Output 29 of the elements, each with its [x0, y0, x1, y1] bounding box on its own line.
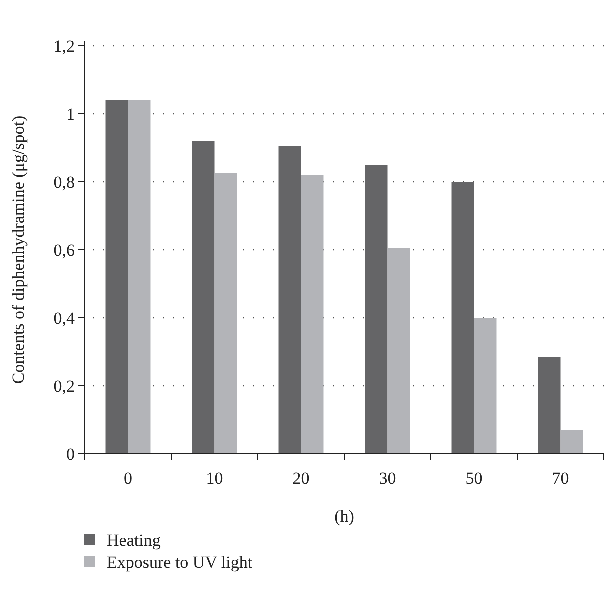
- y-tick-label: 0: [66, 444, 75, 464]
- x-tick-label: 10: [206, 469, 224, 488]
- y-tick-label: 1,2: [54, 36, 75, 56]
- x-axis-title: (h): [334, 507, 354, 526]
- x-tick-label: 50: [466, 469, 483, 488]
- legend-label: Heating: [107, 530, 162, 550]
- bar: [388, 248, 410, 454]
- bar: [278, 146, 302, 454]
- bar: [128, 100, 151, 454]
- legend-label: Exposure to UV light: [107, 552, 253, 572]
- x-tick-label: 0: [124, 469, 132, 488]
- y-tick-label: 0,6: [54, 240, 75, 260]
- bar: [560, 430, 584, 454]
- bar: [365, 165, 388, 454]
- y-tick-label: 1: [66, 104, 75, 124]
- x-tick-label: 70: [552, 469, 570, 488]
- bar: [538, 357, 561, 454]
- y-tick-label: 0,8: [54, 172, 75, 192]
- bar: [214, 174, 238, 454]
- y-axis-title: Contents of diphenhydramine (μg/spot): [9, 116, 28, 384]
- bar: [474, 318, 497, 454]
- x-tick-label: 20: [292, 469, 310, 488]
- bar: [452, 182, 474, 454]
- y-tick-label: 0,2: [54, 376, 75, 396]
- bar: [106, 100, 128, 454]
- bar: [301, 175, 324, 454]
- bar: [192, 141, 215, 454]
- x-tick-label: 30: [379, 469, 396, 488]
- y-tick-label: 0,4: [54, 308, 76, 328]
